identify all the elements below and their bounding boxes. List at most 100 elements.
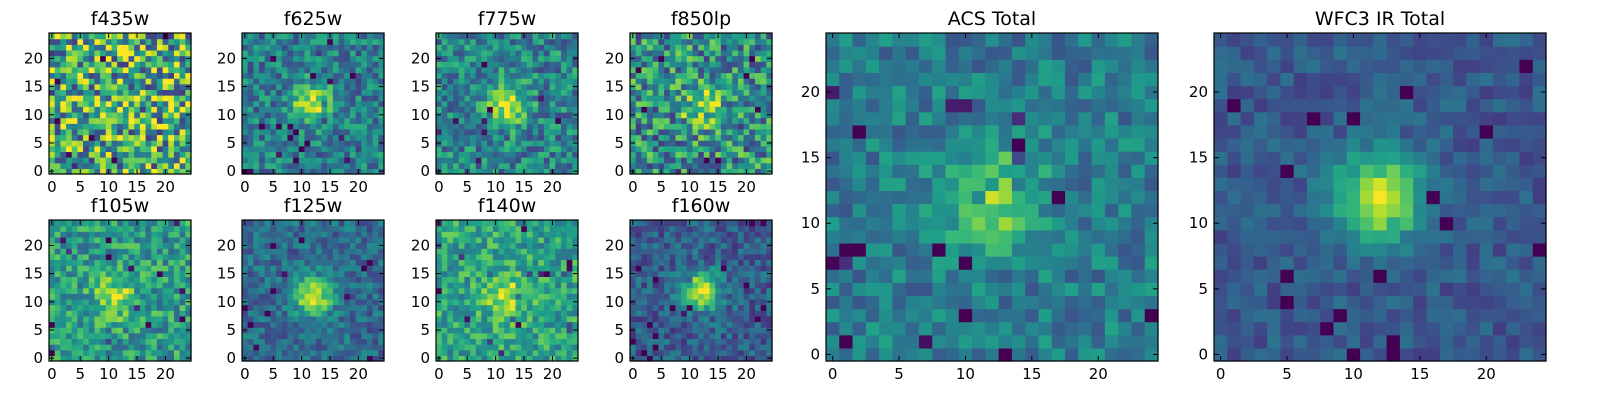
pixel-cell bbox=[669, 298, 677, 306]
pixel-cell bbox=[703, 49, 711, 57]
pixel-cell bbox=[766, 49, 773, 57]
pixel-cell bbox=[355, 111, 362, 119]
pixel-cell bbox=[270, 265, 277, 272]
pixel-cell bbox=[77, 321, 84, 328]
pixel-cell bbox=[287, 321, 294, 328]
pixel-cell bbox=[560, 61, 568, 68]
pixel-cell bbox=[54, 315, 61, 323]
pixel-cell bbox=[492, 140, 500, 147]
pixel-cell bbox=[298, 298, 306, 306]
pixel-cell bbox=[304, 111, 311, 119]
pixel-cell bbox=[264, 157, 271, 164]
pixel-cell bbox=[60, 78, 67, 85]
pixel-cell bbox=[692, 33, 699, 40]
pixel-cell bbox=[83, 61, 90, 68]
pixel-cell bbox=[749, 100, 756, 107]
pixel-cell bbox=[321, 33, 328, 40]
pixel-cell bbox=[179, 293, 186, 300]
pixel-cell bbox=[111, 349, 118, 356]
pixel-cell bbox=[675, 270, 682, 277]
pixel-cell bbox=[743, 338, 750, 345]
pixel-cell bbox=[162, 49, 169, 57]
pixel-cell bbox=[372, 270, 379, 277]
pixel-cell bbox=[675, 72, 682, 79]
pixel-cell bbox=[481, 287, 488, 294]
pixel-cell bbox=[168, 236, 175, 244]
pixel-cell bbox=[338, 349, 345, 356]
pixel-cell bbox=[310, 248, 317, 255]
pixel-cell bbox=[681, 298, 688, 306]
pixel-cell bbox=[117, 134, 124, 141]
pixel-cell bbox=[179, 310, 186, 317]
pixel-cell bbox=[572, 282, 579, 289]
pixel-cell bbox=[276, 259, 283, 266]
pixel-cell bbox=[145, 106, 152, 113]
pixel-cell bbox=[715, 49, 722, 57]
pixel-cell bbox=[117, 38, 124, 45]
pixel-cell bbox=[675, 49, 682, 57]
pixel-cell bbox=[332, 95, 340, 102]
pixel-cell bbox=[349, 38, 357, 45]
pixel-cell bbox=[509, 265, 517, 272]
pixel-cell bbox=[338, 111, 345, 119]
pixel-cell bbox=[652, 117, 659, 124]
pixel-cell bbox=[293, 123, 300, 130]
pixel-cell bbox=[173, 61, 181, 68]
pixel-cell bbox=[156, 145, 164, 153]
pixel-cell bbox=[669, 72, 677, 79]
pixel-cell bbox=[281, 242, 289, 249]
pixel-cell bbox=[658, 145, 665, 153]
pixel-cell bbox=[361, 349, 368, 356]
pixel-cell bbox=[276, 338, 283, 345]
pixel-cell bbox=[652, 106, 659, 113]
x-tick-label: 10 bbox=[99, 365, 118, 383]
pixel-cell bbox=[332, 259, 340, 266]
pixel-cell bbox=[122, 287, 130, 294]
pixel-cell bbox=[139, 220, 147, 227]
pixel-cell bbox=[492, 293, 500, 300]
pixel-cell bbox=[441, 83, 448, 90]
pixel-cell bbox=[647, 310, 654, 317]
pixel-cell bbox=[145, 270, 152, 277]
pixel-cell bbox=[293, 349, 300, 356]
pixel-cell bbox=[458, 55, 465, 62]
pixel-cell bbox=[338, 162, 345, 169]
pixel-cell bbox=[253, 89, 260, 96]
pixel-cell bbox=[173, 95, 181, 102]
pixel-cell bbox=[481, 78, 488, 85]
pixel-cell bbox=[509, 338, 517, 345]
pixel-cell bbox=[145, 157, 152, 164]
pixel-cell bbox=[66, 270, 73, 277]
pixel-cell bbox=[264, 298, 271, 306]
pixel-cell bbox=[475, 327, 483, 334]
pixel-cell bbox=[253, 61, 260, 68]
pixel-cell bbox=[436, 117, 443, 124]
pixel-cell bbox=[681, 140, 688, 147]
pixel-cell bbox=[441, 140, 448, 147]
pixel-cell bbox=[532, 293, 539, 300]
pixel-cell bbox=[726, 140, 733, 147]
pixel-cell bbox=[298, 111, 306, 119]
pixel-cell bbox=[647, 134, 654, 141]
pixel-cell bbox=[498, 157, 505, 164]
pixel-cell bbox=[304, 95, 311, 102]
pixel-cell bbox=[543, 327, 551, 334]
pixel-cell bbox=[259, 145, 266, 153]
pixel-cell bbox=[526, 315, 534, 323]
pixel-cell bbox=[168, 310, 175, 317]
pixel-cell bbox=[77, 49, 84, 57]
pixel-cell bbox=[470, 106, 477, 113]
pixel-cell bbox=[54, 231, 61, 238]
pixel-cell bbox=[630, 293, 637, 300]
pixel-cell bbox=[134, 293, 141, 300]
pixel-cell bbox=[743, 123, 750, 130]
pixel-cell bbox=[754, 355, 762, 362]
pixel-cell bbox=[681, 276, 688, 283]
pixel-cell bbox=[128, 236, 135, 244]
pixel-cell bbox=[675, 55, 682, 62]
pixel-cell bbox=[538, 83, 545, 90]
pixel-cell bbox=[327, 38, 334, 45]
pixel-cell bbox=[162, 304, 169, 311]
pixel-cell bbox=[77, 111, 84, 119]
